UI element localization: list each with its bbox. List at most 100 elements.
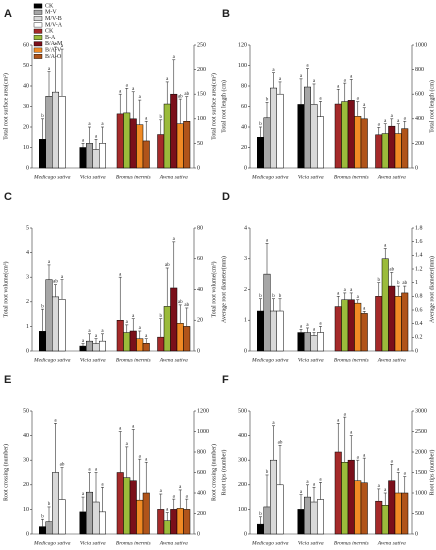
significance-letter: b [41,304,44,309]
x-tick-label: Vicia sativa [80,174,106,180]
legend-label: CK [45,3,54,9]
y-tick-label: 2 [244,287,247,293]
significance-letter: a [306,323,309,328]
bar [136,124,144,169]
y-axis-label: Average root diameter(mm) [220,256,227,323]
significance-letter: a [139,95,142,100]
panel-label: D [222,191,230,203]
bar [381,258,389,352]
bar [388,480,396,535]
significance-letter: b [266,470,269,475]
panel-label: A [4,8,12,20]
bar [341,101,349,169]
y-tick-label: 40 [241,124,247,130]
significance-letter: a [313,79,316,84]
legend-swatch [33,22,43,28]
significance-letter: a [82,339,85,344]
y-tick-label: 2 [26,299,29,305]
significance-letter: b [378,278,381,283]
bar [263,506,271,535]
bar [297,509,305,535]
bar [170,509,178,535]
significance-letter: a [397,119,400,124]
y-axis-label: Root crossing (number) [2,444,9,501]
x-tick-label: Bromus inermis [334,540,369,546]
bar [270,87,277,169]
legend-swatch [33,41,43,47]
significance-letter: a [119,272,122,277]
legend-label: M/V-A [45,22,63,28]
bar [257,523,264,535]
y2-axis-label: Total root surface area(cm²) [210,73,217,140]
bar [354,480,362,535]
x-tick-label: Bromus inermis [116,357,151,363]
bar [58,96,66,169]
y-tick-label: 60 [23,42,29,48]
bar [304,86,311,169]
y2-tick-label: 400 [415,116,424,122]
y2-tick-label: 2000 [415,449,427,455]
x-tick-label: Vicia sativa [298,540,324,546]
bar [116,113,124,169]
significance-letter: a [363,307,366,312]
bar [310,104,318,169]
significance-letter: a [397,468,400,473]
bar [39,139,46,169]
y-axis-label: Root tips (number) [220,450,227,496]
significance-letter: a [54,418,57,423]
bar [157,336,165,352]
bar [270,310,277,352]
bar [45,521,53,535]
bar [58,299,66,352]
y2-tick-label: 150 [197,92,206,98]
significance-letter: a [88,122,91,127]
bar [136,499,144,535]
bar [176,323,184,352]
significance-letter: a [300,490,303,495]
bar [116,472,124,535]
significance-letter: a [101,482,104,487]
y-tick-label: 20 [23,482,29,488]
significance-letter: b [397,281,400,286]
bar [276,93,284,169]
bar [86,340,93,352]
y2-tick-label: 0 [415,348,418,354]
bar [129,330,137,352]
legend-label: M-V [45,10,57,16]
bar [45,279,53,352]
legend-swatch [33,28,43,34]
significance-letter: a [337,291,340,296]
x-tick-label: Avena sativa [377,357,406,363]
significance-letter: ab [178,300,183,305]
significance-letter: a [145,457,148,462]
significance-letter: ab [278,441,283,446]
y-tick-label: 5 [26,225,29,231]
y-tick-label: 300 [238,458,247,464]
significance-letter: b [41,514,44,519]
bar [317,116,324,169]
y-tick-label: 20 [241,145,247,151]
y2-axis-label: Root crossing (number) [210,444,217,501]
x-tick-label: Avena sativa [159,540,188,546]
y2-tick-label: 0 [197,348,200,354]
significance-letter: a [357,97,360,102]
significance-letter: ab [60,463,65,468]
panel-label: B [222,8,230,20]
bar [310,501,318,535]
y2-tick-label: 0.6 [415,307,423,313]
y2-tick-label: 1200 [197,408,209,414]
y2-tick-label: 3000 [415,408,427,414]
significance-letter: a [384,119,387,124]
y-tick-label: 1 [244,318,247,324]
legend-swatch [33,16,43,21]
y-tick-label: 3 [244,256,247,262]
y2-tick-label: 1 [415,280,418,286]
y-tick-label: 40 [23,433,29,439]
significance-letter: a [179,485,182,490]
y2-tick-label: 1.4 [415,253,423,259]
bar [347,299,355,352]
bar [170,93,178,169]
significance-letter: a [384,244,387,249]
significance-letter: a [54,42,57,47]
x-tick-label: Bromus inermis [334,357,369,363]
